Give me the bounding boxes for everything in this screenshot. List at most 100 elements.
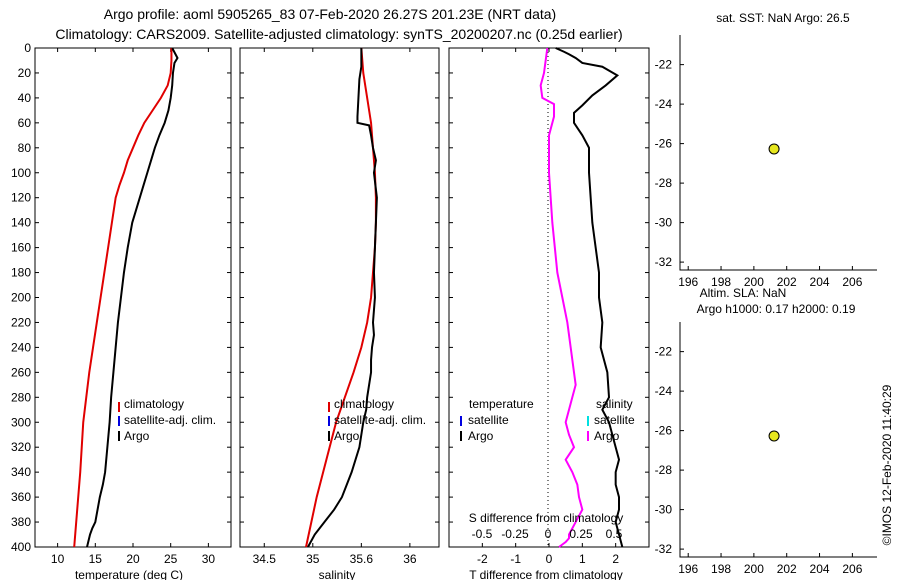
x-tick-label: 1 [579, 552, 586, 566]
y-tick-label: 260 [11, 365, 31, 379]
map-y-tick-label: -24 [655, 384, 673, 398]
map-y-tick-label: -24 [655, 97, 673, 111]
y-tick-label: 20 [18, 66, 32, 80]
series-line-climatology [305, 47, 377, 548]
map-y-tick-label: -22 [655, 345, 673, 359]
sla-title: Altim. SLA: NaN [700, 286, 787, 300]
map-x-tick-label: 200 [744, 275, 764, 289]
legend-climatology: climatology [124, 397, 184, 411]
map-y-tick-label: -30 [655, 216, 673, 230]
legend-salinity-title: salinity [596, 397, 633, 411]
top-tick-label: 0.25 [569, 527, 593, 541]
x-tick-label: 2 [612, 552, 619, 566]
legend-satellite-adj: satellite-adj. clim. [334, 413, 426, 427]
x-tick-label: -1 [510, 552, 521, 566]
series-line-argo [86, 47, 179, 548]
sla-subtitle: Argo h1000: 0.17 h2000: 0.19 [697, 302, 856, 316]
y-tick-label: 40 [18, 91, 32, 105]
map-y-tick-label: -26 [655, 424, 673, 438]
difference-panel: -2 -1 0 1 2 S difference from climatology -0… [448, 47, 650, 580]
difference-ticks: -2 -1 0 1 2 [449, 47, 649, 566]
y-tick-label: 0 [24, 41, 31, 55]
series-line-t-difference-argo- [555, 47, 624, 548]
difference-legend-temperature: temperature satellite Argo [460, 397, 534, 443]
legend-satellite: satellite [594, 413, 635, 427]
timestamp-stamp: ©IMOS 12-Feb-2020 11:40:29 [880, 384, 894, 545]
salinity-legend: climatology satellite-adj. clim. Argo [328, 397, 426, 443]
legend-argo: Argo [594, 429, 620, 443]
legend-satellite: satellite [468, 413, 509, 427]
difference-axes [448, 47, 650, 548]
y-tick-label: 300 [11, 415, 31, 429]
salinity-xlabel: salinity [319, 568, 356, 580]
y-tick-label: 80 [18, 141, 32, 155]
x-tick-label: 34.5 [253, 552, 277, 566]
y-tick-label: 320 [11, 440, 31, 454]
salinity-ticks: 34.5 35 35.6 36 [240, 47, 439, 566]
y-tick-label: 200 [11, 291, 31, 305]
y-tick-label: 280 [11, 390, 31, 404]
difference-series [539, 47, 624, 548]
sla-axes [679, 322, 877, 558]
sst-map-content: -22 -24 -26 -28 -30 -32 196 198 200 202 204 206 [655, 58, 863, 289]
temperature-series [73, 47, 179, 548]
y-tick-label: 380 [11, 515, 31, 529]
legend-argo: Argo [468, 429, 494, 443]
map-x-tick-label: 204 [810, 562, 830, 576]
legend-argo: Argo [334, 429, 360, 443]
x-tick-label: 36 [403, 552, 417, 566]
x-tick-label: 10 [51, 552, 65, 566]
temperature-ticks: 0 20 40 60 80 100 120 140 160 180 200 220 240 260 280 3… [11, 41, 231, 566]
legend-argo: Argo [124, 429, 150, 443]
map-panel-sst: sat. SST: NaN Argo: 26.5 -22 -24 -26 -28 -30… [655, 11, 877, 289]
top-tick-label: 0 [545, 527, 552, 541]
map-x-tick-label: 200 [744, 562, 764, 576]
map-y-tick-label: -32 [655, 255, 673, 269]
x-tick-label: -2 [477, 552, 488, 566]
map-x-tick-label: 206 [842, 275, 862, 289]
map-x-tick-label: 196 [678, 562, 698, 576]
temperature-legend: climatology satellite-adj. clim. Argo [118, 397, 216, 443]
title-line1: Argo profile: aoml 5905265_83 07-Feb-202… [104, 6, 556, 22]
y-tick-label: 240 [11, 340, 31, 354]
y-tick-label: 100 [11, 166, 31, 180]
map-x-tick-label: 198 [711, 275, 731, 289]
sst-title: sat. SST: NaN Argo: 26.5 [716, 11, 850, 25]
top-tick-label: -0.5 [472, 527, 493, 541]
x-tick-label: 25 [164, 552, 178, 566]
map-y-tick-label: -30 [655, 503, 673, 517]
map-y-tick-label: -32 [655, 542, 673, 556]
legend-temperature-title: temperature [469, 397, 534, 411]
s-difference-label: S difference from climatology [469, 511, 624, 525]
y-tick-label: 140 [11, 216, 31, 230]
top-tick-label: -0.25 [501, 527, 529, 541]
sst-axes [679, 35, 877, 271]
y-tick-label: 60 [18, 116, 32, 130]
y-tick-label: 160 [11, 241, 31, 255]
y-tick-label: 220 [11, 315, 31, 329]
map-x-tick-label: 204 [810, 275, 830, 289]
argo-position-marker [768, 430, 780, 442]
x-tick-label: 35 [306, 552, 320, 566]
map-x-tick-label: 196 [678, 275, 698, 289]
map-x-tick-label: 198 [711, 562, 731, 576]
sla-map-content: -22 -24 -26 -28 -30 -32 196 198 200 202 204 206 [655, 345, 863, 576]
map-panel-sla: Altim. SLA: NaN Argo h1000: 0.17 h2000: … [655, 286, 877, 576]
x-tick-label: 15 [89, 552, 103, 566]
x-tick-label: 20 [126, 552, 140, 566]
temperature-axes [34, 47, 232, 548]
series-line-argo [307, 48, 378, 548]
legend-climatology: climatology [334, 397, 394, 411]
salinity-panel: 34.5 35 35.6 36 salinity climatology satell… [239, 47, 440, 580]
map-x-tick-label: 206 [842, 562, 862, 576]
y-tick-label: 120 [11, 191, 31, 205]
t-difference-xlabel: T difference from climatology [469, 568, 623, 580]
y-tick-label: 340 [11, 465, 31, 479]
map-y-tick-label: -28 [655, 176, 673, 190]
x-tick-label: 30 [202, 552, 216, 566]
y-tick-label: 180 [11, 266, 31, 280]
salinity-axes [239, 47, 440, 548]
map-y-tick-label: -26 [655, 137, 673, 151]
y-tick-label: 400 [11, 540, 31, 554]
